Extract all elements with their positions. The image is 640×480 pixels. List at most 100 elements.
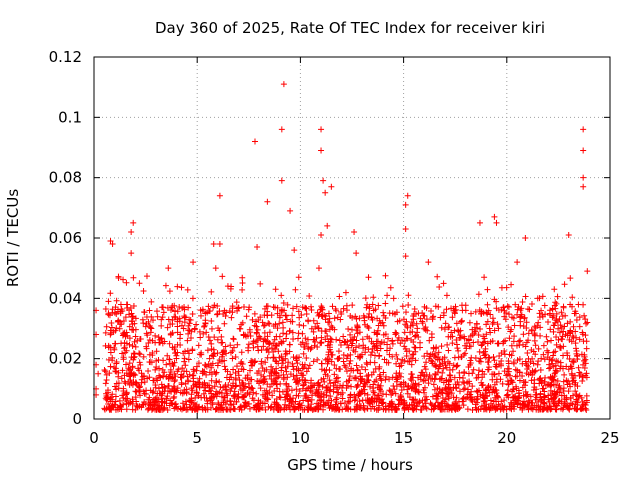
data-point — [138, 370, 145, 377]
data-point — [382, 373, 389, 380]
data-point — [129, 342, 136, 349]
data-point — [495, 325, 502, 332]
chart-title: Day 360 of 2025, Rate Of TEC Index for r… — [155, 19, 545, 37]
data-point — [481, 335, 488, 342]
data-point — [108, 319, 115, 326]
data-point — [375, 402, 382, 409]
data-point — [175, 366, 182, 373]
data-point — [408, 385, 415, 392]
data-point — [557, 386, 564, 393]
data-point — [293, 379, 300, 386]
data-point — [197, 312, 204, 319]
data-point — [243, 313, 250, 320]
data-point — [353, 384, 360, 391]
data-point — [250, 338, 257, 345]
data-point — [108, 324, 115, 331]
data-point — [145, 340, 152, 347]
data-point — [130, 302, 137, 309]
data-point — [239, 280, 246, 287]
data-point — [102, 329, 109, 336]
data-points — [93, 81, 591, 413]
data-point-peak — [212, 265, 219, 272]
data-point — [374, 327, 381, 334]
data-point — [450, 385, 457, 392]
data-point-peak — [580, 183, 587, 190]
data-point — [207, 387, 214, 394]
data-point — [292, 286, 299, 293]
data-point — [448, 390, 455, 397]
data-point — [295, 335, 302, 342]
data-point — [268, 363, 275, 370]
data-point — [214, 362, 221, 369]
data-point — [236, 406, 243, 413]
data-point — [204, 400, 211, 407]
data-point — [303, 368, 310, 375]
data-point — [442, 320, 449, 327]
data-point — [233, 382, 240, 389]
data-point — [542, 404, 549, 411]
data-point — [112, 398, 119, 405]
data-point — [171, 313, 178, 320]
data-point — [505, 357, 512, 364]
data-point — [552, 305, 559, 312]
data-point — [428, 308, 435, 315]
data-point-peak — [280, 81, 287, 88]
data-point — [137, 392, 144, 399]
data-point — [237, 403, 244, 410]
data-point — [133, 381, 140, 388]
data-point — [583, 345, 590, 352]
data-point — [219, 273, 226, 280]
data-point — [313, 334, 320, 341]
data-point — [547, 387, 554, 394]
data-point — [258, 358, 265, 365]
data-point — [419, 318, 426, 325]
data-point — [556, 329, 563, 336]
data-point — [568, 370, 575, 377]
data-point — [318, 303, 325, 310]
data-point — [516, 377, 523, 384]
data-point-peak — [216, 192, 223, 199]
data-point — [568, 338, 575, 345]
data-point — [417, 315, 424, 322]
data-point — [506, 335, 513, 342]
data-point — [297, 341, 304, 348]
data-point — [524, 366, 531, 373]
data-point — [285, 383, 292, 390]
data-point — [477, 355, 484, 362]
data-point — [244, 372, 251, 379]
data-point — [506, 405, 513, 412]
data-point — [579, 373, 586, 380]
data-point-peak — [443, 292, 450, 299]
data-point — [369, 349, 376, 356]
data-point — [389, 340, 396, 347]
data-point — [230, 366, 237, 373]
data-point — [136, 403, 143, 410]
data-point — [429, 358, 436, 365]
data-point — [150, 377, 157, 384]
data-point — [548, 337, 555, 344]
data-point — [308, 307, 315, 314]
data-point — [188, 399, 195, 406]
data-point — [302, 304, 309, 311]
data-point — [366, 400, 373, 407]
data-point — [464, 394, 471, 401]
data-point — [478, 382, 485, 389]
data-point — [485, 387, 492, 394]
data-point — [249, 385, 256, 392]
data-point — [231, 388, 238, 395]
data-point — [501, 351, 508, 358]
data-point — [342, 289, 349, 296]
data-point — [393, 383, 400, 390]
data-point-peak — [565, 231, 572, 238]
data-point — [278, 367, 285, 374]
data-point — [162, 385, 169, 392]
data-point — [569, 401, 576, 408]
data-point — [195, 342, 202, 349]
data-point — [409, 396, 416, 403]
data-point — [282, 401, 289, 408]
data-point — [132, 333, 139, 340]
y-tick-label: 0.1 — [58, 108, 82, 126]
data-point — [515, 397, 522, 404]
grid-lines — [94, 57, 610, 419]
data-point — [290, 363, 297, 370]
